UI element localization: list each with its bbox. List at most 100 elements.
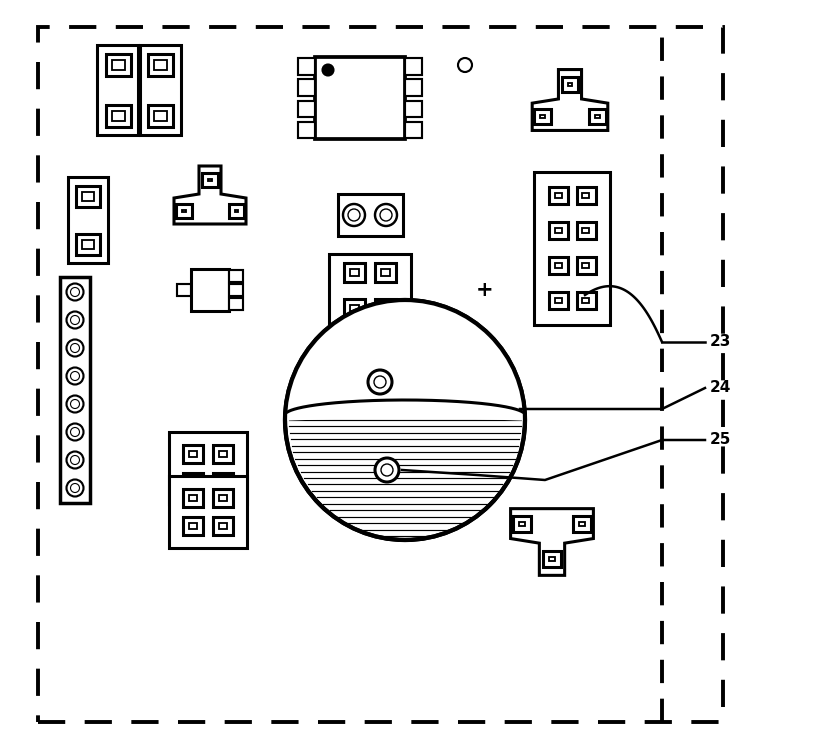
Bar <box>344 262 365 281</box>
Circle shape <box>66 479 84 496</box>
Bar <box>554 263 562 268</box>
Bar <box>374 298 396 317</box>
Bar <box>213 473 233 491</box>
Bar <box>549 257 568 274</box>
Bar <box>535 110 550 125</box>
Bar <box>562 77 578 92</box>
Bar <box>577 187 595 204</box>
Bar <box>405 100 422 116</box>
Bar <box>350 268 359 275</box>
Text: 24: 24 <box>710 380 731 395</box>
Circle shape <box>71 344 80 352</box>
Bar <box>68 177 108 263</box>
Circle shape <box>66 395 84 412</box>
Bar <box>219 495 227 501</box>
Bar <box>229 284 243 296</box>
Bar <box>183 489 203 507</box>
Bar <box>105 53 130 76</box>
Bar <box>191 269 229 311</box>
Bar <box>228 204 244 218</box>
Bar <box>549 187 568 204</box>
Bar <box>76 233 100 254</box>
Bar <box>97 45 139 135</box>
Bar <box>344 334 365 353</box>
Circle shape <box>343 204 365 226</box>
Circle shape <box>71 427 80 436</box>
Text: 23: 23 <box>710 334 731 350</box>
Bar <box>554 228 562 233</box>
Bar <box>298 122 315 137</box>
Bar <box>583 263 589 268</box>
Bar <box>374 262 396 281</box>
Bar <box>139 45 180 135</box>
Bar <box>183 473 203 491</box>
Bar <box>203 173 217 187</box>
Bar <box>182 210 185 212</box>
Bar <box>344 298 365 317</box>
Polygon shape <box>532 70 608 130</box>
Bar <box>513 515 530 532</box>
Bar <box>213 517 233 535</box>
Bar <box>60 277 90 503</box>
Bar <box>154 59 167 70</box>
Bar <box>381 304 390 311</box>
Bar <box>298 100 315 116</box>
Bar <box>595 116 599 118</box>
Bar <box>189 495 197 501</box>
Circle shape <box>285 300 525 540</box>
Circle shape <box>71 455 80 464</box>
Bar <box>189 451 197 457</box>
Circle shape <box>71 484 80 493</box>
Bar <box>381 268 390 275</box>
Bar <box>329 254 412 362</box>
Circle shape <box>66 424 84 440</box>
Bar <box>76 185 100 206</box>
Bar <box>148 104 173 127</box>
Circle shape <box>66 340 84 356</box>
Bar <box>577 257 595 274</box>
Circle shape <box>380 209 392 221</box>
Bar <box>519 521 525 526</box>
Circle shape <box>375 204 397 226</box>
Bar <box>574 515 591 532</box>
Bar <box>405 80 422 95</box>
Bar <box>350 304 359 311</box>
Bar <box>148 53 173 76</box>
Bar <box>82 191 94 200</box>
Bar <box>219 479 227 485</box>
Bar <box>350 340 359 347</box>
Bar <box>82 239 94 248</box>
Bar <box>105 104 130 127</box>
Bar <box>554 298 562 303</box>
Circle shape <box>374 376 386 388</box>
Polygon shape <box>510 509 593 575</box>
Text: 25: 25 <box>710 433 731 448</box>
Bar <box>169 476 247 548</box>
Bar <box>554 193 562 198</box>
Bar <box>229 298 243 310</box>
Bar <box>534 172 610 325</box>
Text: +: + <box>476 280 494 300</box>
Bar <box>111 59 124 70</box>
Bar <box>540 116 544 118</box>
Bar <box>338 194 403 236</box>
Bar <box>219 523 227 529</box>
Bar <box>213 445 233 463</box>
Bar <box>549 222 568 239</box>
Bar <box>229 270 243 282</box>
Circle shape <box>66 452 84 469</box>
Bar <box>405 122 422 137</box>
Circle shape <box>71 400 80 409</box>
Bar <box>298 80 315 95</box>
Bar <box>176 204 192 218</box>
Bar <box>374 334 396 353</box>
Bar <box>298 58 315 74</box>
Circle shape <box>458 58 472 72</box>
Circle shape <box>66 368 84 385</box>
Polygon shape <box>174 166 246 224</box>
Bar <box>405 58 422 74</box>
Bar <box>183 517 203 535</box>
Circle shape <box>71 287 80 296</box>
Bar <box>183 445 203 463</box>
Bar <box>315 57 405 139</box>
